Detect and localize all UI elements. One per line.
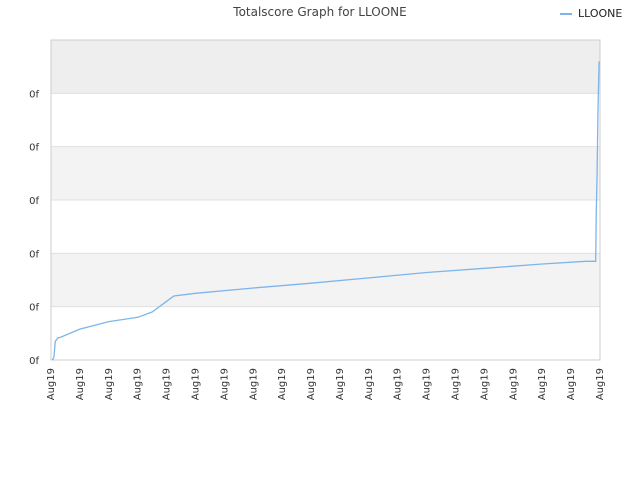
y-tick-label: 0f (29, 249, 39, 260)
x-tick-label: Aug19 (508, 368, 519, 400)
plot-frame (50, 39, 601, 361)
legend-swatch (560, 12, 572, 15)
x-tick-label: Aug19 (393, 368, 404, 400)
plot-band (51, 40, 600, 94)
x-tick-label: Aug19 (190, 368, 201, 400)
legend[interactable]: LLOONE (560, 7, 622, 20)
x-tick-label: Aug19 (219, 368, 230, 400)
y-tick-label: 0f (29, 143, 39, 154)
x-tick-label: Aug19 (248, 368, 259, 400)
plot-band (51, 253, 600, 307)
plot-band (51, 200, 600, 254)
x-tick-label: Aug19 (306, 368, 317, 400)
x-tick-label: Aug19 (162, 368, 173, 400)
x-tick-label: Aug19 (479, 368, 490, 400)
x-tick-label: Aug19 (46, 368, 57, 400)
x-tick-label: Aug19 (364, 368, 375, 400)
x-tick-label: Aug19 (75, 368, 86, 400)
y-tick-label: 0f (29, 356, 39, 367)
x-tick-label: Aug19 (566, 368, 577, 400)
plot-band (51, 306, 600, 360)
chart-title: Totalscore Graph for LLOONE (233, 5, 407, 19)
y-tick-label: 0f (29, 303, 39, 314)
x-tick-label: Aug19 (537, 368, 548, 400)
x-tick-label: Aug19 (595, 368, 606, 400)
legend-label: LLOONE (578, 7, 623, 20)
series-line (51, 61, 600, 361)
plot-band (51, 93, 600, 147)
x-tick-label: Aug19 (277, 368, 288, 400)
y-tick-label: 0f (29, 89, 39, 100)
x-tick-label: Aug19 (133, 368, 144, 400)
x-tick-label: Aug19 (104, 368, 115, 400)
x-tick-label: Aug19 (451, 368, 462, 400)
y-tick-label: 0f (29, 196, 39, 207)
x-tick-label: Aug19 (422, 368, 433, 400)
x-tick-label: Aug19 (335, 368, 346, 400)
plot-band (51, 146, 600, 200)
